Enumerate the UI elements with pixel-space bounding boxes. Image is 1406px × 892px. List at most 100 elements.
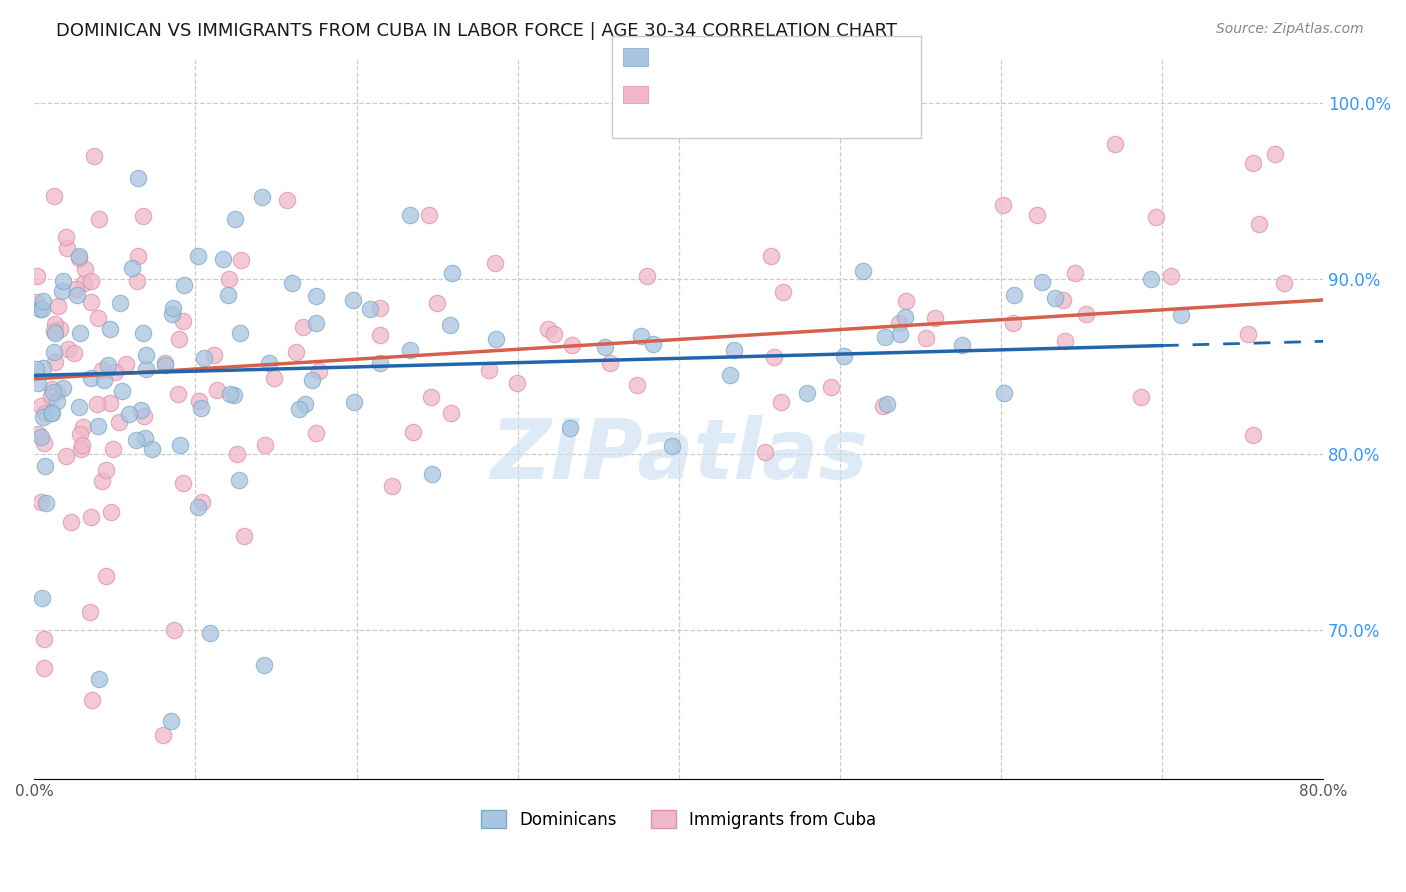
Point [872,399,894,413]
Point [152,728,174,742]
Point [1001,317,1024,331]
Point [950,338,973,352]
Point [1170,308,1192,322]
Point [25,269,48,284]
Point [723,343,745,358]
Point [359,302,381,317]
Point [67,251,90,265]
Point [132,209,155,223]
Point [80,295,103,310]
Point [1160,268,1182,283]
Point [115,357,138,371]
Point [135,348,157,362]
Point [636,269,658,284]
Point [80,371,103,385]
Point [484,256,506,270]
Point [134,431,156,445]
Point [25,362,48,376]
Text: ZIPatlas: ZIPatlas [489,415,868,496]
Point [263,370,285,384]
Point [1104,137,1126,152]
Point [41,406,63,420]
Point [301,373,323,387]
Point [127,249,149,263]
Point [44,355,66,369]
Point [253,438,276,452]
Point [887,316,910,330]
Point [1144,210,1167,224]
Point [211,252,233,267]
Point [478,363,501,377]
Point [173,277,195,292]
Point [86,397,108,411]
Point [69,427,91,442]
Point [121,260,143,275]
Point [440,406,463,420]
Point [27,376,49,391]
Point [543,327,565,342]
Point [34,495,56,509]
Point [228,474,250,488]
Point [94,569,117,583]
Point [34,406,56,420]
Point [125,274,148,288]
Point [222,388,245,402]
Point [305,316,328,330]
Point [55,241,77,255]
Point [30,399,52,413]
Point [754,445,776,459]
Point [41,382,63,396]
Point [1130,390,1153,404]
Point [67,400,90,414]
Point [31,302,53,317]
Point [44,324,66,338]
Point [190,495,212,509]
Point [87,419,110,434]
Point [55,229,77,244]
Point [186,249,208,263]
Point [104,365,127,379]
Point [89,672,111,686]
Point [30,495,52,509]
Point [204,348,226,362]
Point [27,426,49,441]
Point [1052,293,1074,307]
Point [44,189,66,203]
Point [718,368,741,382]
Point [48,322,70,336]
Point [276,193,298,207]
Point [599,356,621,370]
Point [51,284,73,298]
Point [894,310,917,324]
Point [172,476,194,491]
Point [769,395,792,409]
Point [561,338,583,352]
Point [44,345,66,359]
Point [63,345,86,359]
Point [52,381,75,395]
Point [485,332,508,346]
Point [39,389,62,403]
Point [108,415,131,429]
Point [90,362,112,376]
Point [1063,266,1085,280]
Text: N =: N = [759,86,799,103]
Legend: Dominicans, Immigrants from Cuba: Dominicans, Immigrants from Cuba [475,804,883,835]
Point [46,299,69,313]
Point [876,396,898,410]
Point [280,276,302,290]
Point [162,301,184,315]
Point [96,463,118,477]
Point [368,328,391,343]
Point [45,394,67,409]
Point [1031,275,1053,289]
Text: 123: 123 [794,86,832,103]
Point [626,377,648,392]
Point [832,349,855,363]
Point [418,208,440,222]
Text: 0.060: 0.060 [693,48,744,66]
Point [111,384,134,398]
Point [59,515,82,529]
Point [72,276,94,290]
Point [58,342,80,356]
